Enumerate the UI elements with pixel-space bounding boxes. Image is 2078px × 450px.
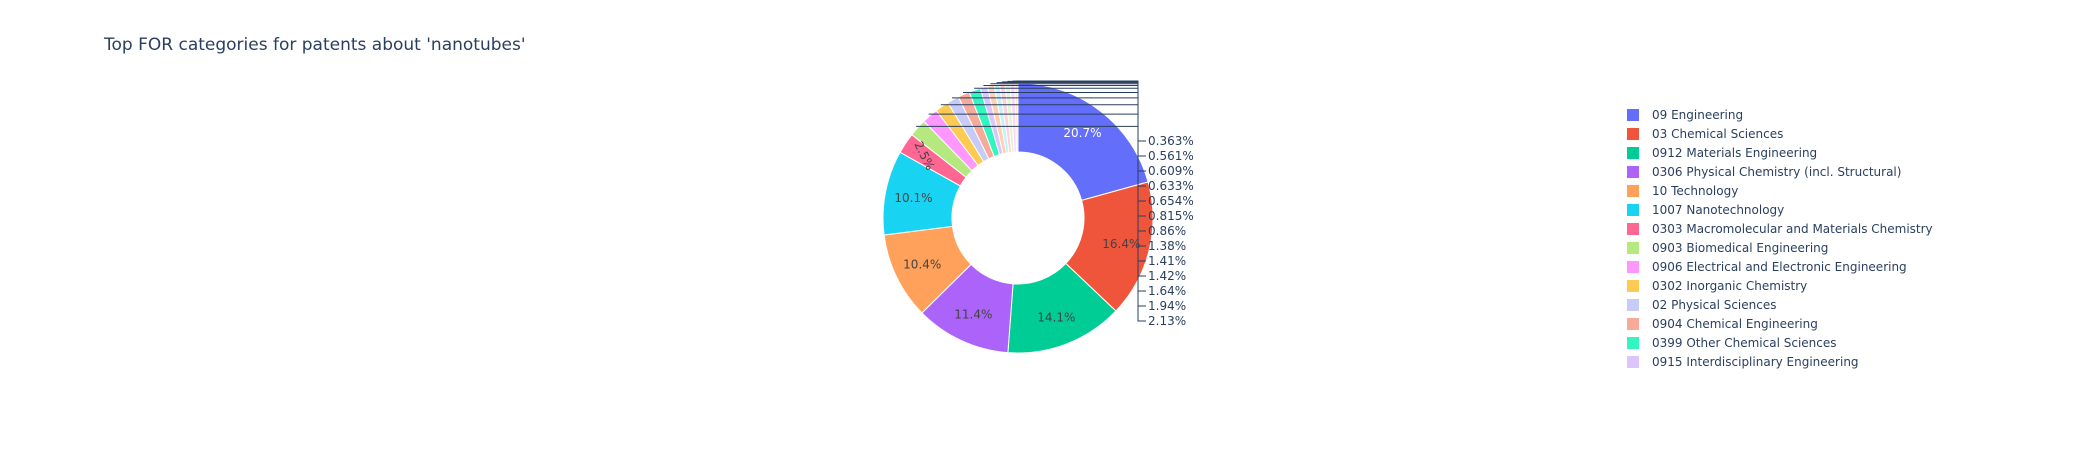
- legend-label[interactable]: 0904 Chemical Engineering: [1652, 317, 1818, 331]
- slice-label: 1.64%: [1148, 284, 1186, 298]
- legend-swatch[interactable]: [1627, 166, 1639, 178]
- legend-swatch[interactable]: [1627, 128, 1639, 140]
- slice-label: 0.815%: [1148, 209, 1194, 223]
- pie-slices: [883, 83, 1153, 353]
- legend-label[interactable]: 0306 Physical Chemistry (incl. Structura…: [1652, 165, 1901, 179]
- slice-label: 10.1%: [894, 191, 932, 205]
- slice-label: 0.561%: [1148, 149, 1194, 163]
- slice-label: 14.1%: [1037, 310, 1075, 324]
- slice-label: 0.363%: [1148, 134, 1194, 148]
- legend-swatch[interactable]: [1627, 204, 1639, 216]
- legend-swatch[interactable]: [1627, 356, 1639, 368]
- slice-label: 1.38%: [1148, 239, 1186, 253]
- legend-label[interactable]: 0912 Materials Engineering: [1652, 146, 1817, 160]
- slice-label: 1.94%: [1148, 299, 1186, 313]
- legend-label[interactable]: 03 Chemical Sciences: [1652, 127, 1783, 141]
- legend-swatch[interactable]: [1627, 242, 1639, 254]
- legend-swatch[interactable]: [1627, 337, 1639, 349]
- legend-label[interactable]: 0903 Biomedical Engineering: [1652, 241, 1828, 255]
- legend-label[interactable]: 1007 Nanotechnology: [1652, 203, 1784, 217]
- legend-swatch[interactable]: [1627, 280, 1639, 292]
- legend-swatch[interactable]: [1627, 318, 1639, 330]
- legend-swatch[interactable]: [1627, 261, 1639, 273]
- legend-swatch[interactable]: [1627, 185, 1639, 197]
- slice-label: 0.86%: [1148, 224, 1186, 238]
- legend: 09 Engineering 03 Chemical Sciences 0912 M…: [1627, 108, 1933, 369]
- legend-swatch[interactable]: [1627, 299, 1639, 311]
- legend-label[interactable]: 0915 Interdisciplinary Engineering: [1652, 355, 1859, 369]
- slice-label: 11.4%: [954, 308, 992, 322]
- slice-label: 0.633%: [1148, 179, 1194, 193]
- legend-label[interactable]: 09 Engineering: [1652, 108, 1743, 122]
- legend-label[interactable]: 0302 Inorganic Chemistry: [1652, 279, 1807, 293]
- slice-label: 10.4%: [903, 258, 941, 272]
- chart-title: Top FOR categories for patents about 'na…: [103, 35, 526, 55]
- pie-slice[interactable]: [1018, 83, 1148, 200]
- slice-label: 0.654%: [1148, 194, 1194, 208]
- legend-label[interactable]: 0303 Macromolecular and Materials Chemis…: [1652, 222, 1933, 236]
- slice-label: 20.7%: [1063, 126, 1101, 140]
- legend-swatch[interactable]: [1627, 223, 1639, 235]
- slice-label: 16.4%: [1102, 237, 1140, 251]
- legend-label[interactable]: 0399 Other Chemical Sciences: [1652, 336, 1837, 350]
- slice-label: 2.13%: [1148, 314, 1186, 328]
- legend-label[interactable]: 0906 Electrical and Electronic Engineeri…: [1652, 260, 1907, 274]
- slice-label: 0.609%: [1148, 164, 1194, 178]
- legend-swatch[interactable]: [1627, 147, 1639, 159]
- legend-label[interactable]: 10 Technology: [1652, 184, 1738, 198]
- slice-label: 1.41%: [1148, 254, 1186, 268]
- legend-swatch[interactable]: [1627, 109, 1639, 121]
- legend-label[interactable]: 02 Physical Sciences: [1652, 298, 1776, 312]
- slice-label: 1.42%: [1148, 269, 1186, 283]
